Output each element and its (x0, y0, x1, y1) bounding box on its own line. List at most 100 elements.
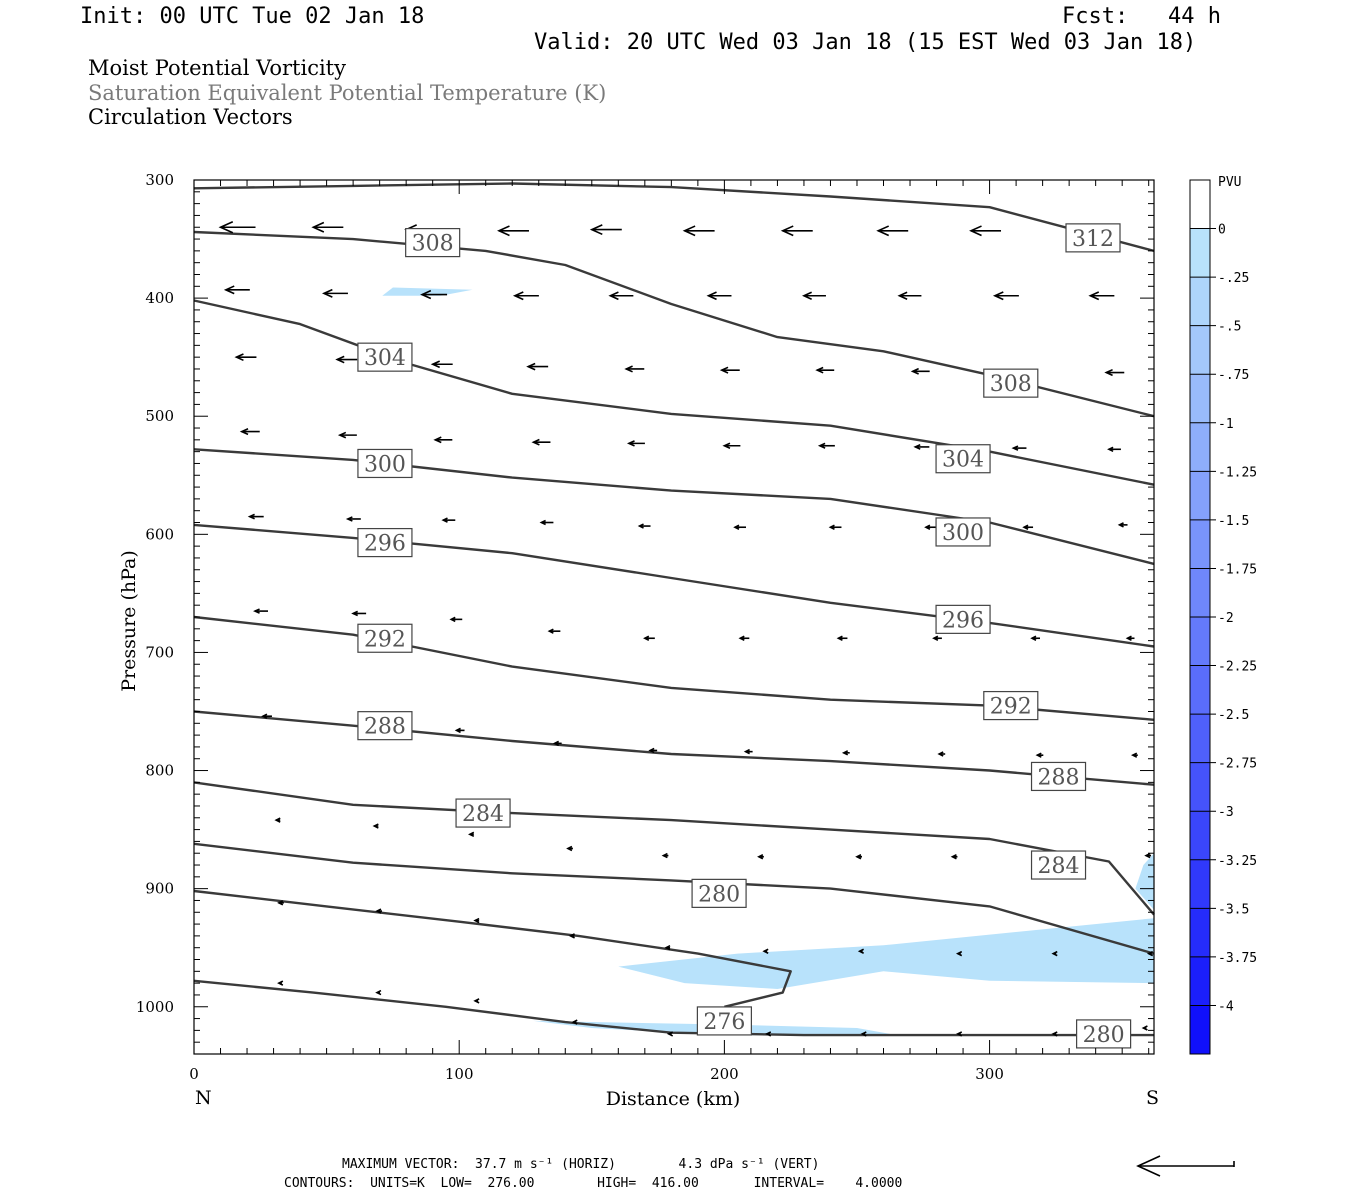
circulation-vector-51 (351, 610, 367, 617)
contour-label-box-9-0 (405, 227, 461, 258)
colorbar-label-7: -1.75 (1218, 562, 1257, 577)
circulation-vector-35 (722, 442, 741, 449)
colorbar-band-5 (1190, 422, 1210, 472)
contour-label-box-7-0 (357, 448, 413, 479)
circulation-vector-29 (1104, 368, 1125, 377)
circulation-vector-12 (420, 289, 448, 300)
colorbar-label-8: -2 (1218, 611, 1234, 626)
contour-276-0 (193, 979, 1154, 1037)
circulation-vector-64 (648, 747, 658, 754)
circulation-vector-83 (568, 933, 575, 939)
colorbar-band-4 (1190, 374, 1210, 423)
colorbar-band-8 (1190, 568, 1210, 617)
circulation-vector-16 (801, 291, 826, 300)
colorbar-band-11 (1190, 714, 1210, 763)
circulation-vector-63 (552, 740, 562, 747)
circulation-vector-80 (277, 900, 284, 906)
contour-label-box-3-0 (455, 798, 511, 828)
circulation-vector-25 (719, 366, 740, 374)
colorbar-label-3: -.75 (1218, 368, 1249, 383)
circulation-vector-70 (274, 817, 281, 823)
colorbar-band-10 (1190, 665, 1210, 715)
circulation-vector-65 (743, 748, 753, 755)
y-tick-label-400: 400 (145, 289, 174, 307)
circulation-vector-26 (815, 366, 835, 374)
contour-label-0-0: 276 (703, 1010, 745, 1035)
circulation-vector-88 (1051, 950, 1058, 957)
x-tick-label-200: 200 (710, 1065, 739, 1083)
circulation-vector-44 (637, 523, 651, 529)
contour-label-6-0: 296 (364, 532, 406, 557)
contour-label-box-10-0 (1065, 223, 1121, 253)
y-tick-label-1000: 1000 (136, 998, 174, 1016)
circulation-vector-59 (1125, 635, 1135, 641)
colorbar-label-15: -3.75 (1218, 951, 1257, 966)
circulation-vector-99 (1141, 1025, 1148, 1031)
colorbar-band-17 (1190, 1005, 1210, 1054)
circulation-vector-96 (860, 1031, 867, 1037)
circulation-vector-22 (430, 360, 453, 369)
circulation-vector-77 (950, 854, 958, 860)
circulation-vector-31 (337, 431, 357, 439)
colorbar-band-2 (1190, 277, 1210, 326)
circulation-vector-30 (239, 428, 260, 436)
y-tick-label-800: 800 (145, 762, 174, 780)
circulation-vector-32 (433, 436, 453, 444)
y-axis-title: Pressure (hPa) (118, 550, 140, 692)
circulation-vector-93 (571, 1019, 578, 1025)
circulation-vector-7 (876, 225, 909, 237)
colorbar-band-0 (1190, 180, 1210, 229)
colorbar-label-9: -2.25 (1218, 660, 1257, 675)
circulation-vector-49 (1117, 522, 1128, 528)
colorbar-label-6: -1.5 (1218, 514, 1249, 529)
contour-label-8-0: 304 (364, 346, 406, 371)
contour-label-box-3-1 (1030, 850, 1087, 880)
x-end-label-south: S (1146, 1087, 1159, 1109)
circulation-vector-98 (1051, 1031, 1058, 1037)
circulation-vector-6 (780, 225, 813, 237)
circulation-vector-54 (643, 635, 655, 641)
circulation-vector-69 (1130, 752, 1138, 758)
contour-label-4-1: 288 (1038, 765, 1080, 790)
contour-label-10-0: 312 (1072, 227, 1114, 252)
x-end-label-north: N (195, 1087, 212, 1109)
contour-label-4-0: 288 (364, 715, 406, 740)
colorbar-band-16 (1190, 956, 1210, 1006)
circulation-vector-8 (969, 225, 1002, 237)
colorbar-label-12: -3 (1218, 805, 1234, 820)
colorbar-band-3 (1190, 325, 1210, 375)
circulation-vector-82 (473, 917, 480, 924)
circulation-vector-95 (765, 1031, 772, 1037)
colorbar-label-0: 0 (1218, 223, 1226, 238)
circulation-vector-58 (1030, 635, 1041, 641)
circulation-vector-75 (757, 854, 764, 860)
contour-label-box-6-1 (935, 604, 991, 634)
circulation-vector-21 (335, 355, 358, 364)
circulation-vector-86 (857, 948, 864, 954)
circulation-vector-24 (624, 365, 645, 373)
contour-label-box-9-1 (983, 368, 1039, 398)
contour-label-7-1: 300 (942, 521, 984, 546)
circulation-vector-74 (661, 852, 669, 859)
circulation-vector-76 (855, 854, 862, 860)
colorbar-band-6 (1190, 471, 1210, 520)
colorbar-label-2: -.5 (1218, 320, 1241, 335)
y-tick-label-300: 300 (145, 171, 174, 189)
plot-area (194, 180, 1154, 1054)
colorbar-band-14 (1190, 859, 1210, 909)
circulation-vector-34 (626, 440, 645, 447)
circulation-vector-79 (1144, 852, 1152, 859)
circulation-vector-90 (277, 980, 284, 986)
x-tick-label-100: 100 (445, 1065, 474, 1083)
contour-label-box-8-1 (935, 444, 991, 474)
contour-label-box-4-0 (357, 711, 413, 741)
contour-label-box-1-0 (691, 878, 747, 908)
contour-288-4 (193, 710, 1155, 786)
circulation-vector-18 (992, 291, 1019, 301)
contour-label-8-1: 304 (942, 448, 984, 473)
y-tick-label-700: 700 (145, 643, 174, 661)
circulation-vector-36 (817, 442, 835, 449)
circulation-vector-0 (218, 221, 256, 234)
colorbar-label-14: -3.5 (1218, 902, 1249, 917)
field-title-pv: Moist Potential Vorticity (88, 56, 346, 80)
